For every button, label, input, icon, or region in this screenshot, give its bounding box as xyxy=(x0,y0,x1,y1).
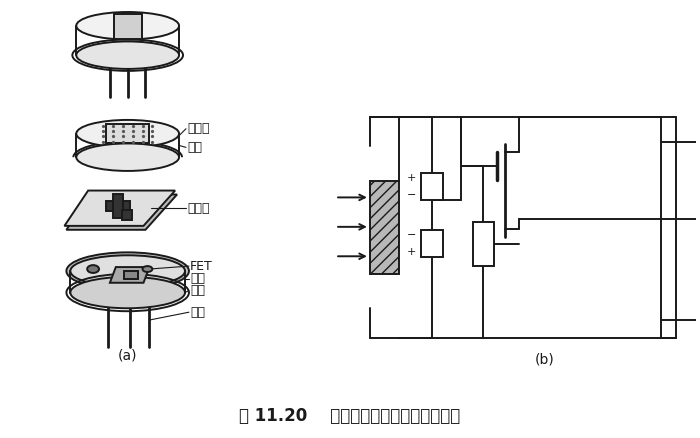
Polygon shape xyxy=(64,191,175,226)
Text: (a): (a) xyxy=(118,348,137,362)
Text: −: − xyxy=(407,191,416,201)
Text: FET: FET xyxy=(190,260,213,272)
Ellipse shape xyxy=(88,265,99,273)
Bar xyxy=(370,181,400,274)
Text: +: + xyxy=(407,173,416,183)
Text: −: − xyxy=(407,230,416,240)
Bar xyxy=(113,194,122,218)
Ellipse shape xyxy=(76,120,179,148)
Text: 敏感元: 敏感元 xyxy=(187,202,209,215)
Ellipse shape xyxy=(76,12,179,39)
Ellipse shape xyxy=(71,277,185,308)
Bar xyxy=(122,210,132,220)
Text: 管帽: 管帽 xyxy=(187,141,202,154)
Bar xyxy=(114,14,141,39)
Ellipse shape xyxy=(66,252,189,290)
Text: 图 11.20    热释电人体红外传感器的结构: 图 11.20 热释电人体红外传感器的结构 xyxy=(239,407,461,425)
Bar xyxy=(106,124,149,144)
Bar xyxy=(473,222,494,266)
Text: (b): (b) xyxy=(535,352,554,366)
Text: 高阻: 高阻 xyxy=(190,284,205,297)
Text: 引线: 引线 xyxy=(190,306,205,319)
Ellipse shape xyxy=(143,266,153,272)
Polygon shape xyxy=(66,194,177,230)
Text: 管座: 管座 xyxy=(190,272,205,285)
Bar xyxy=(421,230,443,257)
Ellipse shape xyxy=(76,42,179,69)
Ellipse shape xyxy=(71,255,185,287)
Bar xyxy=(124,271,138,279)
Text: +: + xyxy=(407,247,416,258)
Bar xyxy=(421,173,443,200)
Ellipse shape xyxy=(76,144,179,171)
Polygon shape xyxy=(110,267,149,283)
Text: 滤光片: 滤光片 xyxy=(187,122,209,135)
Bar xyxy=(106,201,130,211)
